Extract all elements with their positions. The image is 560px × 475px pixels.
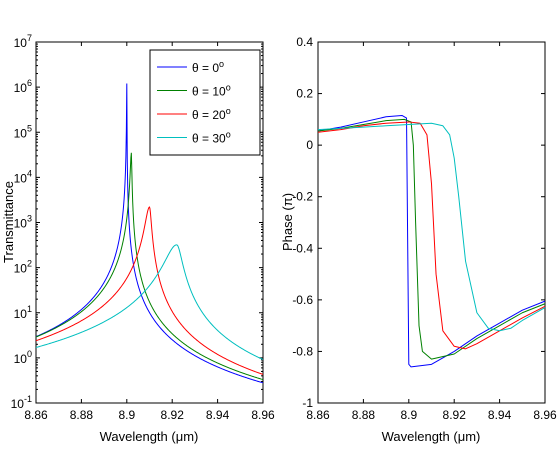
legend-entry-label: θ = 30o xyxy=(192,130,231,146)
phase-series-line xyxy=(317,121,546,350)
phase-x-tick-label: 8.96 xyxy=(533,408,557,422)
phase-y-tick-label: -0.2 xyxy=(292,190,313,204)
phase-series-group xyxy=(317,114,546,368)
transmittance-x-tick-label: 8.86 xyxy=(24,408,48,422)
transmittance-y-tick-label: 105 xyxy=(14,123,32,140)
phase-y-tick-labels: -1 -0.8 -0.6 -0.4 -0.2 0 0.2 0.4 xyxy=(292,35,545,410)
phase-y-tick-label: -0.8 xyxy=(292,344,313,358)
phase-x-tick-label: 8.9 xyxy=(400,408,417,422)
phase-x-axis-label: Wavelength (μm) xyxy=(382,429,481,444)
transmittance-x-tick-label: 8.88 xyxy=(70,408,94,422)
phase-y-tick-label: -0.6 xyxy=(292,293,313,307)
transmittance-series-line xyxy=(35,206,264,375)
transmittance-x-tick-label: 8.94 xyxy=(206,408,230,422)
phase-x-tick-label: 8.88 xyxy=(352,408,376,422)
transmittance-panel: 8.86 8.88 8.9 8.92 8.94 8.96 10-1 100 101 102 103… xyxy=(1,33,275,444)
phase-series-line xyxy=(317,122,546,332)
transmittance-y-tick-labels: 10-1 100 101 102 103 104 105 106 107 xyxy=(11,33,263,411)
transmittance-y-tick-label: 10-1 xyxy=(11,394,32,411)
legend-entry-label: θ = 20o xyxy=(192,106,231,122)
transmittance-series-group xyxy=(35,83,264,384)
phase-panel: 8.86 8.88 8.9 8.92 8.94 8.96 -1 -0.8 -0.6 -0.4 -0… xyxy=(280,35,557,444)
transmittance-x-axis-label: Wavelength (μm) xyxy=(100,429,199,444)
phase-y-tick-label: -1 xyxy=(302,396,313,410)
phase-y-tick-label: 0.4 xyxy=(296,35,313,49)
phase-y-tick-label: -0.4 xyxy=(292,241,313,255)
phase-y-tick-label: 0 xyxy=(306,138,313,152)
phase-x-tick-label: 8.92 xyxy=(443,408,467,422)
phase-x-tick-labels: 8.86 8.88 8.9 8.92 8.94 8.96 xyxy=(306,42,557,422)
transmittance-x-tick-label: 8.96 xyxy=(251,408,275,422)
phase-y-axis-label: Phase (π) xyxy=(280,193,295,251)
transmittance-y-axis-label: Transmittance xyxy=(1,181,16,263)
transmittance-x-tick-label: 8.92 xyxy=(161,408,185,422)
transmittance-x-tick-labels: 8.86 8.88 8.9 8.92 8.94 8.96 xyxy=(24,42,275,422)
phase-y-tick-label: 0.2 xyxy=(296,87,313,101)
transmittance-x-tick-label: 8.9 xyxy=(118,408,135,422)
transmittance-series-line xyxy=(35,83,264,384)
transmittance-y-tick-label: 101 xyxy=(14,304,32,321)
transmittance-series-line xyxy=(35,152,264,381)
transmittance-series-line xyxy=(35,244,264,360)
transmittance-y-tick-label: 102 xyxy=(14,259,32,276)
legend: θ = 0o θ = 10o θ = 20o θ = 30o xyxy=(149,49,261,156)
phase-x-tick-label: 8.86 xyxy=(306,408,330,422)
phase-plot-frame xyxy=(317,41,546,404)
phase-series-line xyxy=(317,118,546,360)
phase-series-line xyxy=(317,114,546,368)
transmittance-y-tick-label: 103 xyxy=(14,214,32,231)
transmittance-y-tick-label: 106 xyxy=(14,78,32,95)
legend-entry-label: θ = 10o xyxy=(192,83,231,99)
transmittance-y-tick-label: 100 xyxy=(14,349,32,366)
transmittance-y-tick-label: 104 xyxy=(14,168,32,185)
phase-x-tick-label: 8.94 xyxy=(488,408,512,422)
legend-entry-label: θ = 0o xyxy=(192,59,224,75)
transmittance-y-tick-label: 107 xyxy=(14,33,32,50)
